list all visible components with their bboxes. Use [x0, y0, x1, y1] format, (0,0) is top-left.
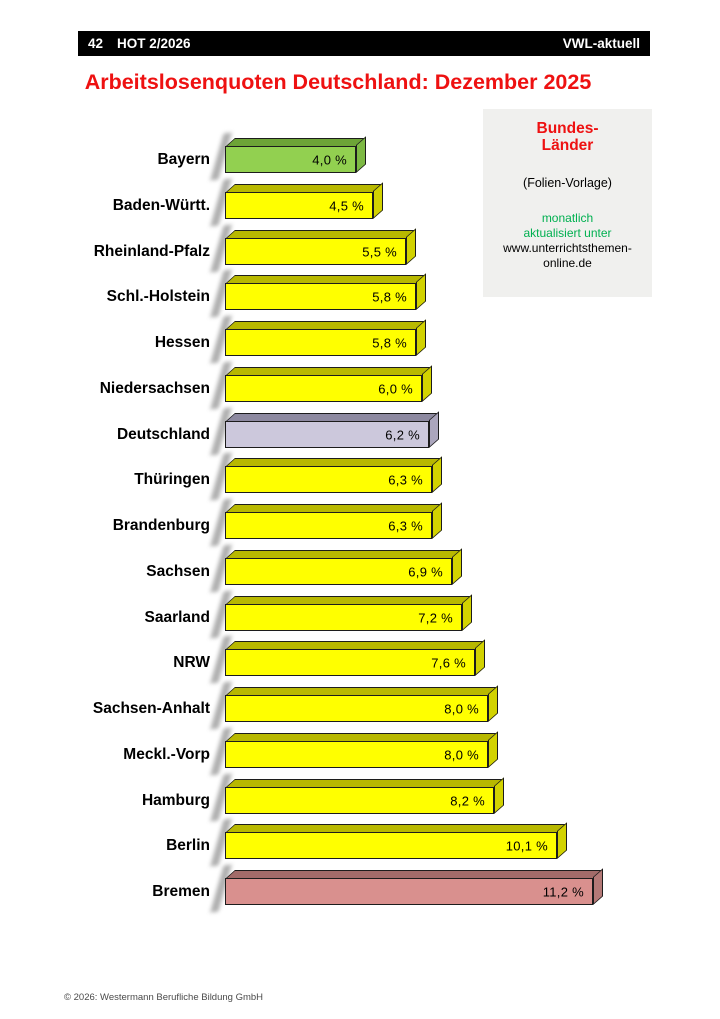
value-label: 6,3 %	[388, 518, 423, 533]
bar: 4,0 %	[210, 133, 366, 180]
bar-front-face: 11,2 %	[225, 878, 593, 905]
bar-front-face: 6,2 %	[225, 421, 429, 448]
value-label: 7,2 %	[418, 610, 453, 625]
category-label: Saarland	[144, 609, 210, 626]
value-label: 5,5 %	[362, 244, 397, 259]
category-label: Sachsen	[146, 563, 210, 580]
info-box: Bundes- Länder (Folien-Vorlage) monatlic…	[483, 109, 652, 297]
category-label: Baden-Württ.	[112, 197, 210, 214]
bar: 5,8 %	[210, 270, 426, 317]
value-label: 6,9 %	[408, 564, 443, 579]
category-label: Thüringen	[134, 471, 210, 488]
bar-front-face: 5,5 %	[225, 238, 406, 265]
page-number: 42	[88, 36, 104, 51]
bar-front-face: 5,8 %	[225, 329, 416, 356]
category-label: Hamburg	[141, 792, 210, 809]
category-label: Niedersachsen	[99, 380, 210, 397]
info-box-url-line1[interactable]: www.unterrichtsthemen-	[503, 241, 632, 255]
info-box-note-line1: monatlich	[541, 211, 594, 225]
header-left: 42 HOT 2/2026	[88, 36, 191, 51]
category-label: NRW	[173, 654, 210, 671]
info-box-subtitle: (Folien-Vorlage)	[523, 176, 612, 190]
bar-front-face: 8,0 %	[225, 741, 488, 768]
bar-front-face: 6,9 %	[225, 558, 452, 585]
info-box-note-line2: aktualisiert unter	[523, 226, 612, 240]
value-label: 7,6 %	[431, 655, 466, 670]
bar: 5,5 %	[210, 225, 416, 272]
header-bar: 42 HOT 2/2026 VWL-aktuell	[78, 31, 650, 56]
value-label: 11,2 %	[542, 884, 584, 899]
bar: 7,6 %	[210, 636, 485, 683]
category-label: Bremen	[152, 883, 210, 900]
category-label: Rheinland-Pfalz	[93, 243, 210, 260]
bar: 11,2 %	[210, 865, 603, 912]
category-label: Sachsen-Anhalt	[92, 700, 210, 717]
value-label: 5,8 %	[372, 335, 407, 350]
info-box-title-line1: Bundes-	[536, 120, 599, 137]
bar: 8,0 %	[210, 728, 498, 775]
category-label: Meckl.-Vorp	[123, 746, 210, 763]
value-label: 8,2 %	[450, 793, 485, 808]
value-label: 10,1 %	[505, 838, 548, 853]
value-label: 6,2 %	[385, 427, 420, 442]
bar-front-face: 5,8 %	[225, 283, 416, 310]
bar-front-face: 7,6 %	[225, 649, 475, 676]
category-label: Brandenburg	[112, 517, 210, 534]
info-box-url[interactable]: www.unterrichtsthemen- online.de	[483, 241, 652, 271]
info-box-url-line2[interactable]: online.de	[543, 256, 592, 270]
bar-front-face: 6,3 %	[225, 466, 432, 493]
bar: 6,3 %	[210, 453, 442, 500]
footer-copyright: © 2026: Westermann Berufliche Bildung Gm…	[64, 992, 264, 1003]
bar: 5,8 %	[210, 316, 426, 363]
info-box-title: Bundes- Länder	[483, 120, 652, 154]
bar: 8,2 %	[210, 774, 504, 821]
bar: 10,1 %	[210, 819, 567, 866]
category-label: Schl.-Holstein	[106, 288, 210, 305]
category-label: Berlin	[166, 837, 210, 854]
bar: 6,3 %	[210, 499, 442, 546]
bar-front-face: 4,5 %	[225, 192, 373, 219]
value-label: 6,0 %	[378, 381, 413, 396]
bar: 6,2 %	[210, 408, 439, 455]
bar: 6,0 %	[210, 362, 432, 409]
bar-front-face: 6,0 %	[225, 375, 422, 402]
bar: 7,2 %	[210, 591, 472, 638]
bar-front-face: 10,1 %	[225, 832, 557, 859]
value-label: 6,3 %	[388, 472, 423, 487]
bar-front-face: 8,2 %	[225, 787, 494, 814]
brand-label: VWL-aktuell	[562, 36, 640, 51]
bar: 4,5 %	[210, 179, 383, 226]
value-label: 8,0 %	[444, 747, 479, 762]
info-box-note: monatlich aktualisiert unter	[483, 211, 652, 241]
value-label: 4,0 %	[312, 152, 347, 167]
category-label: Deutschland	[116, 426, 210, 443]
bar: 8,0 %	[210, 682, 498, 729]
chart-title: Arbeitslosenquoten Deutschland: Dezember…	[84, 70, 592, 94]
bar-front-face: 8,0 %	[225, 695, 488, 722]
bar: 6,9 %	[210, 545, 462, 592]
value-label: 8,0 %	[444, 701, 479, 716]
bar-front-face: 7,2 %	[225, 604, 462, 631]
value-label: 4,5 %	[329, 198, 364, 213]
category-label: Bayern	[157, 151, 210, 168]
bar-front-face: 4,0 %	[225, 146, 356, 173]
info-box-title-line2: Länder	[541, 137, 594, 154]
bar-front-face: 6,3 %	[225, 512, 432, 539]
value-label: 5,8 %	[372, 289, 407, 304]
issue-label: HOT 2/2026	[117, 36, 191, 51]
category-label: Hessen	[154, 334, 210, 351]
